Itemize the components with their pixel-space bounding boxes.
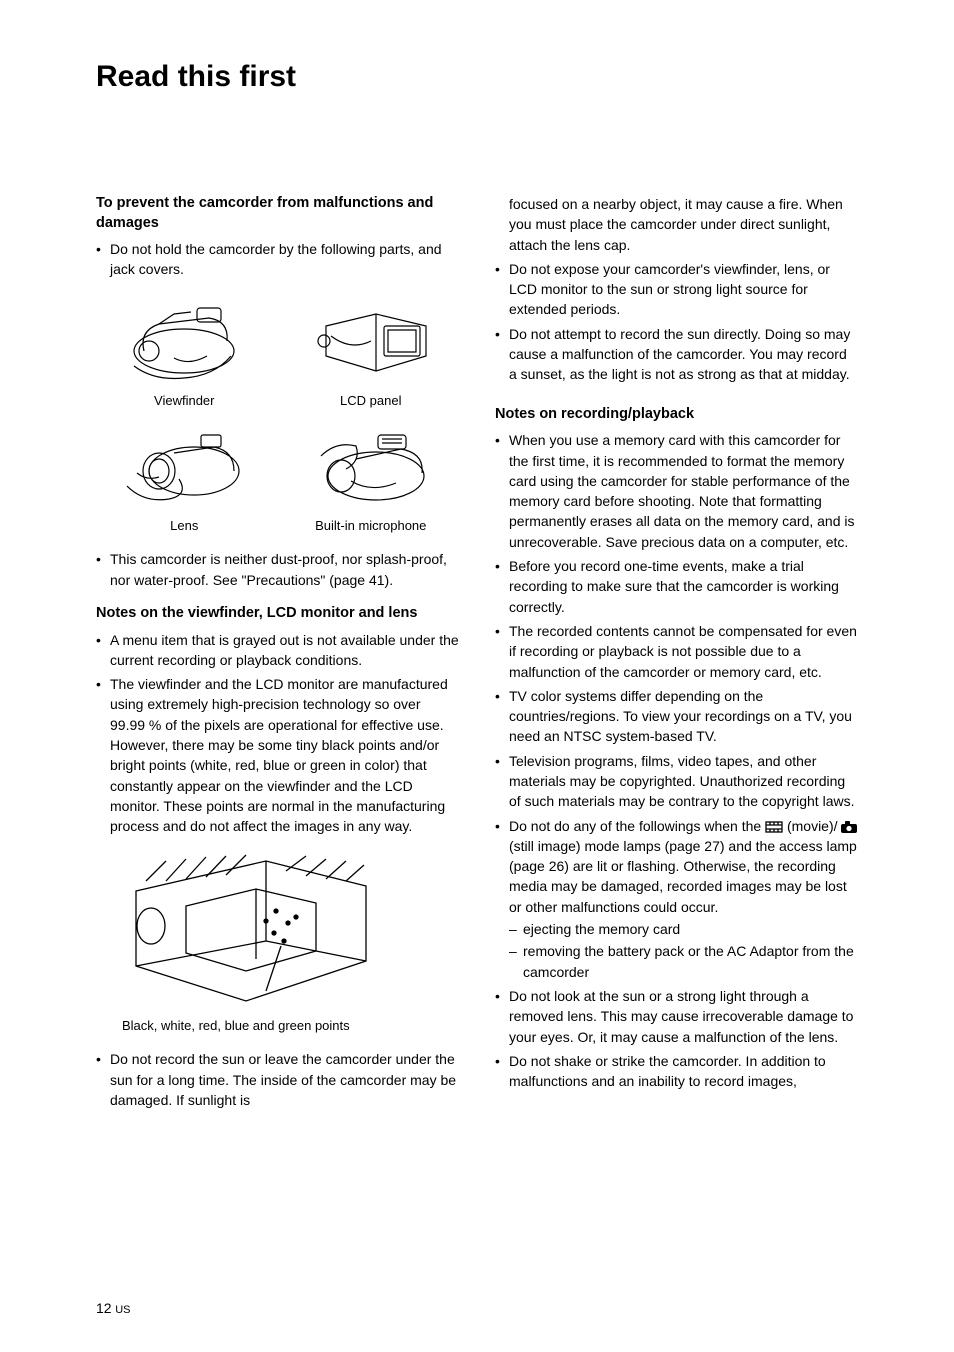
lcd-points-illustration [116,851,376,1011]
column-right: focused on a nearby object, it may cause… [495,194,858,1114]
bullet-item: Do not shake or strike the camcorder. In… [495,1051,858,1092]
lcd-points-caption: Black, white, red, blue and green points [122,1017,459,1036]
text-fragment: (still image) mode lamps (page 27) and t… [509,838,857,915]
bullet-item: Do not record the sun or leave the camco… [96,1049,459,1110]
viewfinder-illustration [119,296,249,386]
bullet-item: This camcorder is neither dust-proof, no… [96,549,459,590]
label-lens: Lens [106,517,263,536]
label-lcd: LCD panel [293,392,450,411]
page-title: Read this first [96,60,858,94]
heading-viewfinder-notes: Notes on the viewfinder, LCD monitor and… [96,604,459,624]
text-fragment: Do not do any of the followings when the [509,818,765,834]
bullet-item: Do not look at the sun or a strong light… [495,986,858,1047]
diagram-cell-mic: Built-in microphone [293,421,450,536]
parts-diagram-grid: Viewfinder LCD panel [106,296,449,536]
dash-item: removing the battery pack or the AC Adap… [509,941,858,982]
heading-prevent-malfunctions: To prevent the camcorder from malfunctio… [96,194,459,233]
bullet-item: Television programs, films, video tapes,… [495,751,858,812]
bullet-item: TV color systems differ depending on the… [495,686,858,747]
bullet-item: The recorded contents cannot be compensa… [495,621,858,682]
bullet-item: Before you record one-time events, make … [495,556,858,617]
bullet-item-modes: Do not do any of the followings when the… [495,816,858,982]
diagram-cell-lcd: LCD panel [293,296,450,411]
bullet-item: The viewfinder and the LCD monitor are m… [96,674,459,836]
label-viewfinder: Viewfinder [106,392,263,411]
page-footer: 12 US [96,1300,130,1316]
bullet-item: Do not hold the camcorder by the followi… [96,239,459,280]
content-columns: To prevent the camcorder from malfunctio… [96,194,858,1114]
dash-item: ejecting the memory card [509,919,858,939]
page-region: US [115,1304,130,1316]
bullet-item: A menu item that is grayed out is not av… [96,630,459,671]
bullet-list: Do not expose your camcorder's viewfinde… [495,259,858,385]
heading-recording-notes: Notes on recording/playback [495,405,858,425]
still-mode-icon [841,821,857,833]
diagram-cell-viewfinder: Viewfinder [106,296,263,411]
bullet-item: When you use a memory card with this cam… [495,430,858,552]
movie-mode-icon [765,821,783,833]
diagram-cell-lens: Lens [106,421,263,536]
column-left: To prevent the camcorder from malfunctio… [96,194,459,1114]
continuation-text: focused on a nearby object, it may cause… [495,194,858,255]
bullet-item: Do not expose your camcorder's viewfinde… [495,259,858,320]
label-mic: Built-in microphone [293,517,450,536]
bullet-item: Do not attempt to record the sun directl… [495,324,858,385]
mic-illustration [306,421,436,511]
bullet-list: A menu item that is grayed out is not av… [96,630,459,837]
bullet-list: Do not hold the camcorder by the followi… [96,239,459,280]
bullet-list: When you use a memory card with this cam… [495,430,858,1091]
bullet-list: This camcorder is neither dust-proof, no… [96,549,459,590]
dash-list: ejecting the memory card removing the ba… [509,919,858,982]
lens-illustration [119,421,249,511]
lcd-illustration [306,296,436,386]
text-fragment: (movie)/ [787,818,838,834]
page-number: 12 [96,1300,112,1316]
bullet-list: Do not record the sun or leave the camco… [96,1049,459,1110]
